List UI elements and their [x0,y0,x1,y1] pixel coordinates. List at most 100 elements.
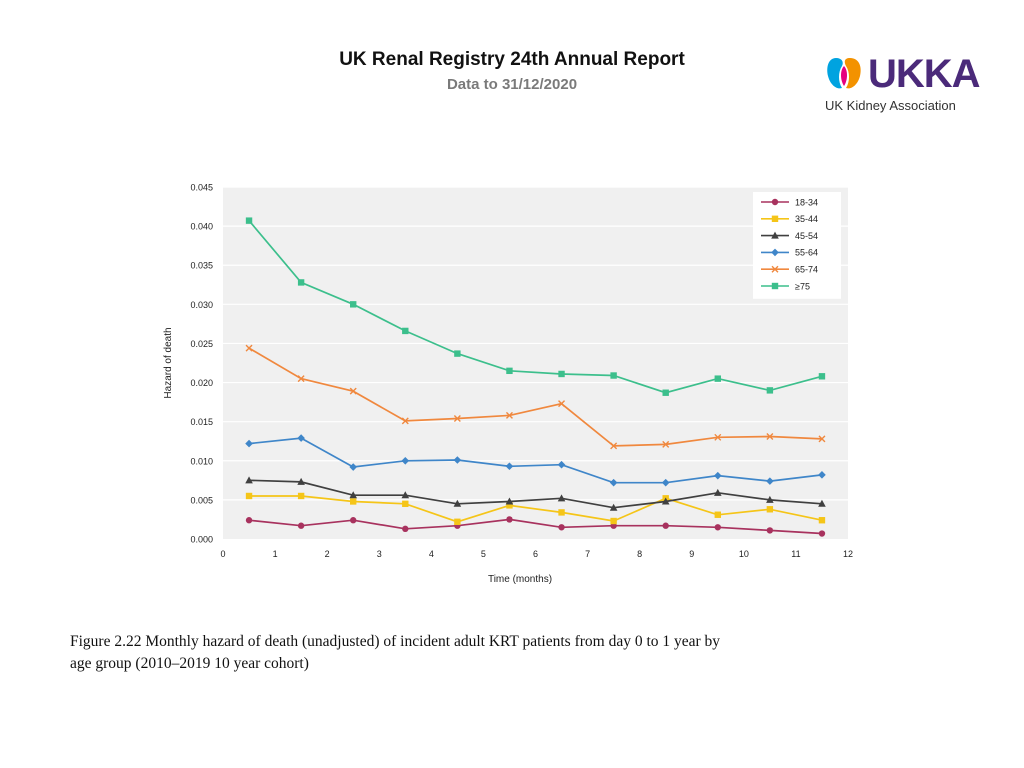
data-point [297,477,305,485]
data-point [402,327,409,335]
x-tick-label: 8 [637,549,642,559]
legend-box [753,192,841,299]
data-point [766,477,774,485]
x-tick-label: 3 [377,549,382,559]
figure-caption: Figure 2.22 Monthly hazard of death (una… [70,631,830,675]
data-point [610,442,618,450]
data-point [610,372,617,379]
x-tick-label: 12 [843,549,853,559]
data-point [766,527,774,534]
data-point [714,511,721,518]
y-tick-label: 0.020 [190,378,213,388]
data-point [349,463,358,471]
data-point [713,471,722,480]
report-subtitle: Data to 31/12/2020 [446,76,578,93]
x-tick-label: 1 [273,549,278,559]
y-tick-label: 0.045 [190,183,213,193]
legend-marker [771,265,779,273]
x-tick-label: 2 [325,549,330,559]
data-point [506,502,513,509]
data-point [349,387,357,395]
legend-marker [771,198,779,206]
data-point [610,517,617,525]
data-point [558,400,566,408]
data-point [818,435,826,443]
plot-area-background [223,187,848,539]
data-point [350,498,357,505]
data-point [453,456,462,464]
x-tick-label: 6 [533,549,538,559]
data-point [818,373,826,380]
x-axis-label: Time (months) [488,574,552,585]
data-point [558,524,565,531]
legend-label: ≥75 [795,281,810,291]
data-point [402,500,409,507]
data-point [557,494,566,502]
data-point [297,522,305,529]
y-tick-label: 0.035 [190,261,213,271]
data-point [558,370,565,378]
data-point [558,509,565,516]
legend-label: 35-44 [795,214,818,224]
logo-tagline: UK Kidney Association [825,98,956,113]
legend-marker [771,248,779,257]
data-point [766,495,774,503]
data-point [350,301,357,308]
data-point [662,440,670,448]
series-line [248,220,823,394]
data-point [766,387,774,394]
y-tick-label: 0.005 [190,495,213,505]
legend-item: 18-34 [761,197,818,207]
data-point [245,492,253,500]
y-tick-label: 0.025 [190,339,213,349]
data-point [662,389,669,396]
data-point [713,488,722,496]
hazard-chart: 0.000 0.005 0.010 0.015 0.020 0.025 0.030 0.035… [155,175,865,595]
data-point [350,517,357,524]
data-point [661,478,670,487]
data-point [454,350,461,357]
legend-item: 65-74 [761,265,818,275]
data-point [401,491,410,499]
series-35-44 [245,492,826,525]
series-line [249,495,823,523]
x-tick-label: 5 [481,549,486,559]
data-point [297,434,305,442]
data-point [818,499,826,507]
legend-item: 45-54 [761,231,818,241]
series-45-54 [245,476,826,511]
ukka-logo: UKKA UK Kidney Association [824,52,994,118]
series-75 [245,217,826,396]
data-point [245,344,253,352]
data-point [401,417,409,425]
legend-label: 45-54 [795,231,818,241]
y-tick-label: 0.000 [190,535,213,545]
data-point [557,460,566,469]
data-point [766,506,774,513]
data-point [297,279,305,286]
data-point [245,217,253,224]
data-point [661,497,670,505]
series-line [248,518,823,535]
data-point [453,499,462,507]
y-tick-label: 0.040 [190,222,213,232]
legend-marker [771,215,779,222]
data-point [766,433,774,441]
data-point [662,522,669,529]
x-tick-label: 7 [585,549,590,559]
legend-item: 35-44 [761,214,818,224]
data-point [818,471,826,479]
data-point [818,530,826,537]
x-tick-label: 0 [220,549,225,559]
caption-line-2: age group (2010–2019 10 year cohort) [70,655,309,672]
data-point [505,462,514,471]
data-point [245,517,253,524]
data-point [454,518,461,525]
data-point [506,516,513,523]
x-tick-label: 10 [739,549,749,559]
data-point [349,491,358,499]
series-line [248,479,823,509]
data-point [818,517,826,524]
legend-label: 55-64 [795,248,818,258]
legend-label: 18-34 [795,197,818,207]
